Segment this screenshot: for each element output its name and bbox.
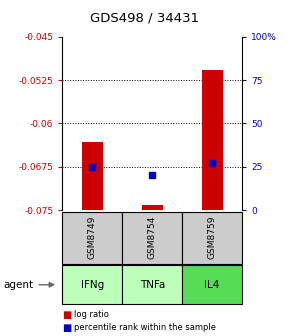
Text: percentile rank within the sample: percentile rank within the sample [74,323,216,332]
Bar [202,71,223,210]
Text: GSM8759: GSM8759 [208,216,217,259]
Bar [142,205,163,210]
Text: GDS498 / 34431: GDS498 / 34431 [90,12,200,25]
Bar [82,142,103,210]
Text: agent: agent [3,280,33,290]
Text: TNFa: TNFa [139,280,165,290]
Text: log ratio: log ratio [74,310,109,319]
Text: ■: ■ [62,323,72,333]
Text: ■: ■ [62,310,72,320]
Text: IFNg: IFNg [81,280,104,290]
Text: GSM8754: GSM8754 [148,216,157,259]
Text: IL4: IL4 [204,280,220,290]
Text: GSM8749: GSM8749 [88,216,97,259]
